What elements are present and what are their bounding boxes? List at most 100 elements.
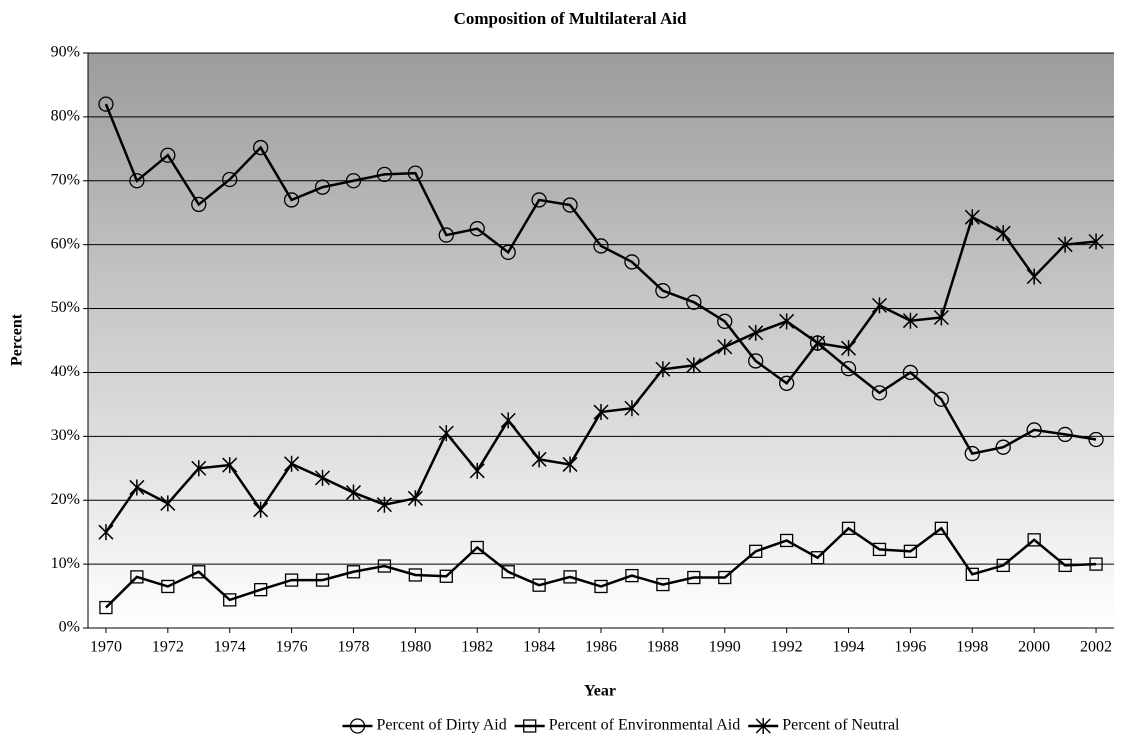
marker	[562, 197, 578, 213]
marker	[872, 542, 887, 557]
marker	[349, 718, 366, 734]
marker	[810, 335, 826, 352]
x-tick-label: 1994	[833, 639, 865, 656]
marker	[469, 221, 485, 237]
marker	[501, 565, 515, 579]
marker	[594, 579, 608, 594]
y-tick-label: 40%	[51, 363, 80, 380]
marker	[995, 225, 1011, 242]
marker	[779, 313, 795, 330]
y-tick-label: 20%	[51, 491, 80, 508]
x-tick-label: 1990	[709, 639, 741, 656]
marker	[192, 565, 206, 579]
marker	[376, 166, 393, 183]
marker	[964, 445, 980, 462]
y-tick-label: 10%	[51, 555, 80, 572]
marker	[779, 533, 794, 548]
y-tick-label: 60%	[51, 235, 80, 252]
marker	[1026, 422, 1042, 438]
x-tick-label: 2000	[1018, 639, 1050, 656]
marker	[283, 192, 300, 208]
marker	[438, 227, 454, 243]
marker	[99, 600, 113, 615]
plot-area	[88, 53, 1114, 628]
marker	[1058, 558, 1072, 573]
y-axis-title: Percent	[9, 313, 26, 366]
marker	[903, 544, 918, 558]
marker	[841, 521, 856, 535]
x-tick-label: 2002	[1080, 639, 1112, 656]
marker	[655, 361, 671, 378]
legend: Percent of Dirty Aid Percent of Environme…	[342, 717, 900, 734]
series-line	[104, 103, 1097, 455]
marker	[748, 353, 764, 369]
series-line	[105, 526, 1097, 609]
marker	[749, 544, 763, 558]
marker	[902, 312, 918, 329]
x-tick-label: 1982	[461, 639, 493, 656]
y-tick-label: 50%	[51, 299, 80, 316]
y-tick-label: 90%	[51, 44, 80, 61]
x-tick-label: 1988	[647, 639, 679, 656]
marker	[284, 573, 299, 587]
marker	[129, 173, 145, 189]
marker	[191, 196, 207, 213]
marker	[345, 173, 362, 189]
marker	[1088, 431, 1104, 448]
marker	[810, 551, 825, 565]
marker	[222, 171, 238, 188]
chart-title: Composition of Multilateral Aid	[454, 9, 687, 28]
marker	[687, 570, 701, 585]
marker	[871, 297, 887, 314]
marker	[593, 238, 609, 254]
marker	[902, 364, 919, 381]
x-tick-label: 1970	[90, 639, 122, 656]
marker	[996, 558, 1010, 573]
marker	[191, 460, 207, 477]
x-tick-label: 1992	[771, 639, 803, 656]
x-axis-title: Year	[584, 683, 616, 700]
marker	[933, 309, 949, 326]
marker	[130, 570, 144, 584]
marker	[254, 583, 268, 597]
marker	[840, 360, 857, 377]
marker	[408, 568, 423, 582]
marker	[469, 462, 485, 479]
marker	[346, 565, 361, 579]
x-tick-label: 1972	[152, 639, 184, 656]
marker	[718, 570, 732, 585]
x-tick-label: 1978	[337, 639, 369, 656]
marker	[995, 439, 1011, 455]
marker	[500, 244, 516, 260]
marker	[314, 179, 331, 195]
marker	[253, 139, 269, 156]
marker	[933, 391, 949, 407]
marker	[129, 479, 145, 496]
y-tick-label: 30%	[51, 427, 80, 444]
marker	[1089, 557, 1103, 571]
marker	[223, 593, 237, 607]
marker	[624, 400, 640, 417]
marker	[438, 425, 454, 442]
marker	[407, 165, 424, 181]
marker	[717, 313, 733, 329]
marker	[625, 568, 639, 583]
marker	[315, 573, 330, 587]
marker	[624, 254, 640, 270]
marker	[965, 567, 979, 581]
marker	[748, 324, 764, 341]
y-tick-label: 70%	[51, 171, 80, 188]
marker	[345, 484, 362, 501]
marker	[470, 540, 484, 555]
marker	[253, 501, 269, 518]
x-tick-label: 1986	[585, 639, 617, 656]
x-tick-label: 1974	[214, 639, 246, 656]
x-tick-label: 1996	[894, 639, 926, 656]
marker	[222, 457, 238, 474]
marker	[871, 385, 888, 401]
x-tick-label: 1976	[276, 639, 308, 656]
marker	[1057, 236, 1073, 253]
marker	[1088, 233, 1104, 250]
marker	[160, 147, 176, 163]
